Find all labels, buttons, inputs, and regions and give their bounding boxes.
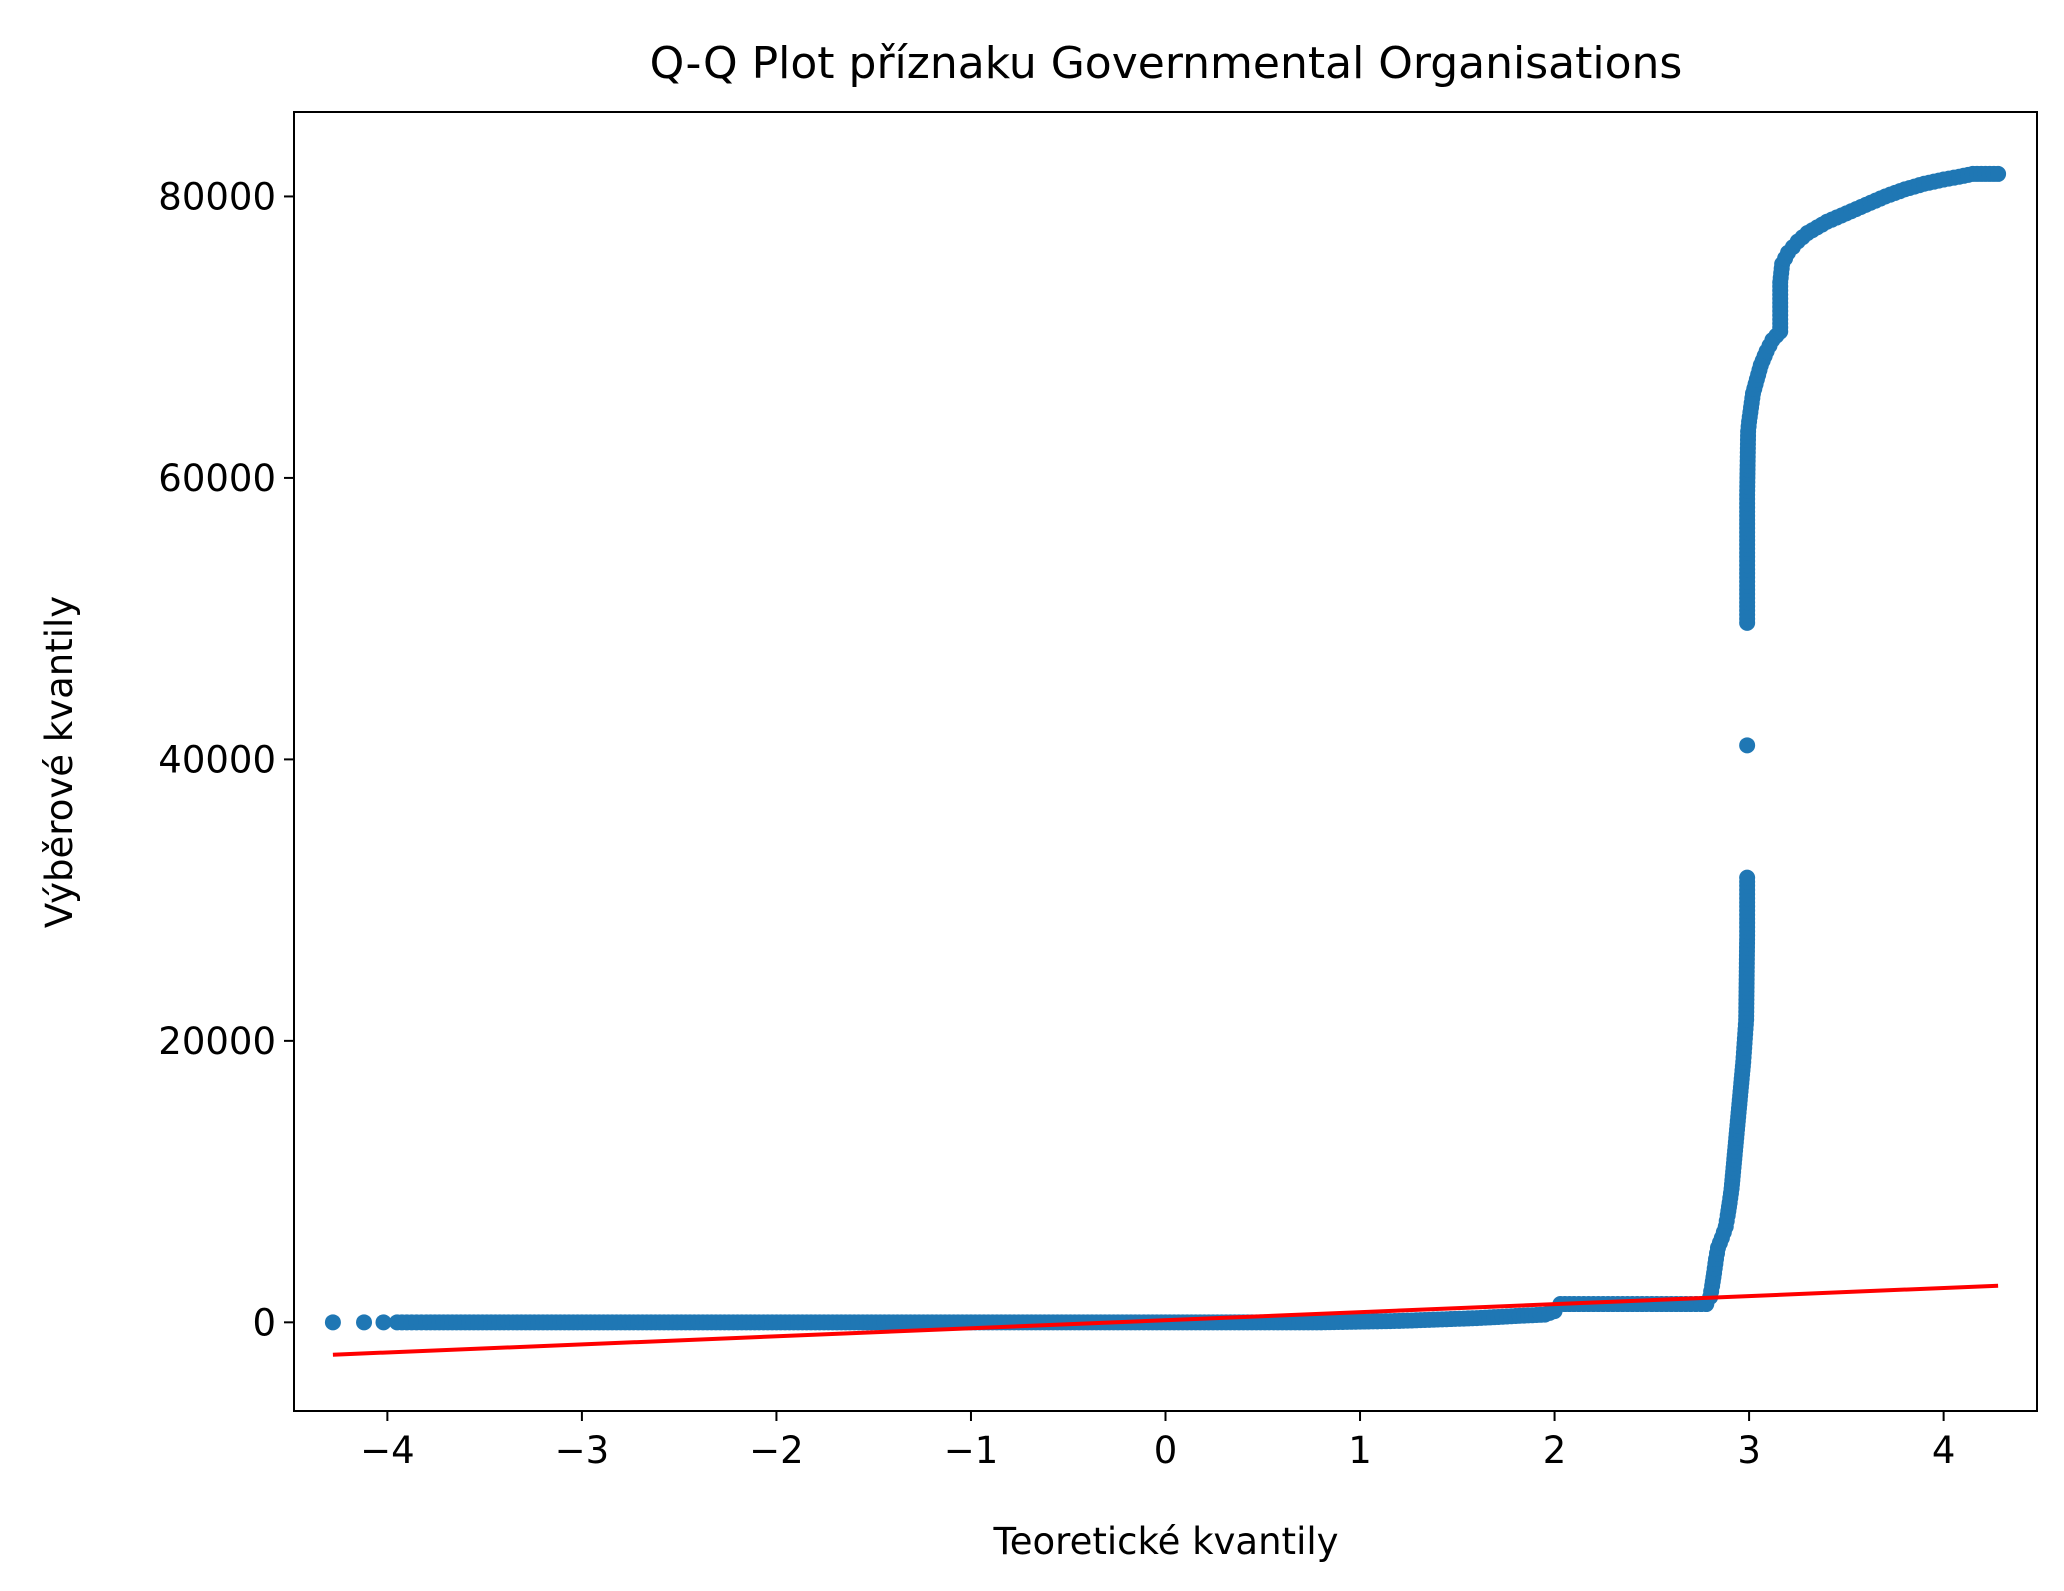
x-axis-label: Teoretické kvantily (992, 1520, 1338, 1563)
chart-title: Q-Q Plot příznaku Governmental Organisat… (650, 38, 1683, 89)
y-tick-label: 20000 (158, 1020, 276, 1063)
points-layer (324, 165, 2007, 1357)
y-axis-ticks: 0 20000 40000 60000 80000 (158, 175, 294, 1344)
x-axis-ticks: −4 −3 −2 −1 0 1 2 3 4 (360, 1411, 1955, 1472)
data-point (324, 1314, 341, 1331)
x-tick-label: −2 (749, 1429, 804, 1472)
x-tick-label: −3 (555, 1429, 610, 1472)
data-point (375, 1314, 392, 1331)
x-tick-label: 0 (1154, 1429, 1178, 1472)
x-tick-label: 3 (1737, 1429, 1761, 1472)
data-point (1739, 869, 1756, 886)
y-tick-label: 0 (252, 1301, 276, 1344)
data-point (1739, 737, 1756, 754)
x-tick-label: 2 (1543, 1429, 1567, 1472)
x-tick-label: −4 (360, 1429, 415, 1472)
x-tick-label: 1 (1348, 1429, 1372, 1472)
y-tick-label: 40000 (158, 738, 276, 781)
data-point (1990, 165, 2007, 182)
y-tick-label: 80000 (158, 175, 276, 218)
x-tick-label: 4 (1932, 1429, 1956, 1472)
x-tick-label: −1 (944, 1429, 999, 1472)
y-tick-label: 60000 (158, 457, 276, 500)
data-point (356, 1314, 373, 1331)
fit-line (332, 1283, 1999, 1357)
y-axis-label: Výběrové kvantily (38, 596, 81, 928)
